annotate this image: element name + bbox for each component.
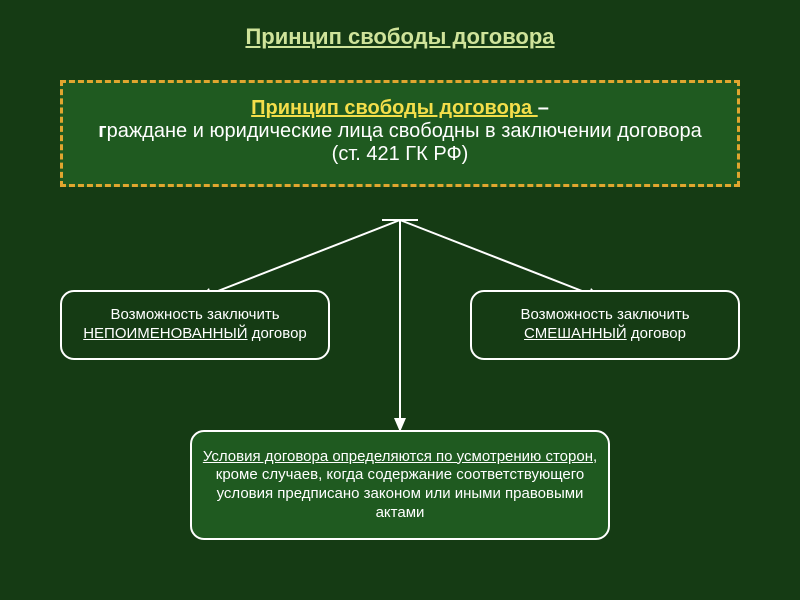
definition-term: Принцип свободы договора	[251, 97, 538, 119]
node-unnamed-contract: Возможность заключить НЕПОИМЕНОВАННЫЙ до…	[60, 290, 330, 360]
node-bottom-text: Условия договора определяются по усмотре…	[202, 448, 598, 523]
slide: Принцип свободы договора Принцип свободы…	[0, 0, 800, 600]
node-right-text: Возможность заключить СМЕШАННЫЙ договор	[482, 306, 728, 344]
page-title: Принцип свободы договора	[0, 24, 800, 50]
node-terms: Условия договора определяются по усмотре…	[190, 430, 610, 540]
node-mixed-contract: Возможность заключить СМЕШАННЫЙ договор	[470, 290, 740, 360]
definition-box: Принцип свободы договора – граждане и юр…	[60, 80, 740, 187]
definition-body: граждане и юридические лица свободны в з…	[98, 120, 702, 165]
definition-dash: –	[538, 97, 549, 119]
node-left-text: Возможность заключить НЕПОИМЕНОВАННЫЙ до…	[72, 306, 318, 344]
